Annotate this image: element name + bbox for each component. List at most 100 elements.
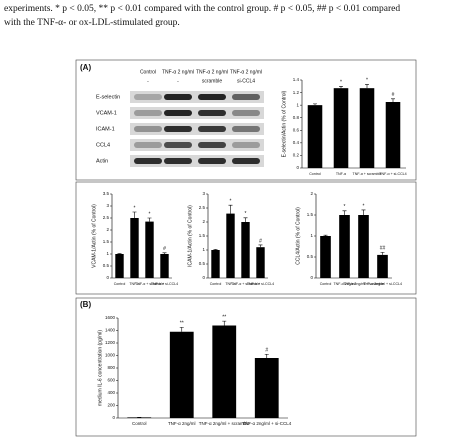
significance-mark: * bbox=[230, 199, 232, 205]
significance-mark: ** bbox=[180, 321, 184, 327]
y-axis-label: E-selectin/Actin (% of Control) bbox=[281, 90, 287, 157]
error-bar bbox=[179, 327, 184, 332]
blot-strip bbox=[130, 107, 264, 119]
blot-band bbox=[164, 158, 192, 164]
blot-row-label: CCL4 bbox=[96, 142, 110, 148]
blot-band bbox=[198, 126, 226, 132]
significance-mark: * bbox=[363, 203, 365, 209]
blot-strip bbox=[130, 155, 264, 167]
blot-band bbox=[164, 126, 192, 132]
y-tick-label: 3.5 bbox=[103, 191, 110, 196]
error-bar bbox=[222, 320, 227, 326]
blot-band bbox=[232, 110, 260, 116]
x-tick-label: TNF-α 2ng/ml + scramble bbox=[343, 282, 384, 286]
panel-frame bbox=[75, 297, 417, 437]
error-bar bbox=[361, 209, 366, 215]
caption-line: with the TNF-α- or ox-LDL-stimulated gro… bbox=[4, 18, 180, 28]
significance-mark: * bbox=[340, 80, 342, 86]
blot-row-label: VCAM-1 bbox=[96, 110, 117, 116]
bar bbox=[358, 215, 369, 278]
significance-mark: # bbox=[392, 92, 395, 98]
bar bbox=[320, 236, 331, 278]
significance-mark: * bbox=[344, 204, 346, 210]
significance-mark: # bbox=[265, 348, 268, 354]
y-tick-label: 1 bbox=[106, 251, 109, 256]
y-tick-label: 0 bbox=[202, 275, 205, 280]
y-tick-label: 1.5 bbox=[199, 233, 206, 238]
y-axis-label: CCL4/Actin (% of Control) bbox=[295, 207, 301, 265]
y-tick-label: 3 bbox=[106, 203, 109, 208]
x-tick-label: TNF-α 2ng/ml bbox=[333, 282, 355, 286]
blot-band bbox=[232, 142, 260, 148]
y-tick-label: 0.5 bbox=[103, 263, 110, 268]
y-tick-label: 0.5 bbox=[307, 254, 314, 259]
error-bar bbox=[339, 85, 343, 89]
bar bbox=[211, 250, 220, 278]
error-bar bbox=[213, 249, 218, 250]
y-axis-label: VCAM-1/Actin (% of Control) bbox=[91, 204, 97, 268]
y-tick-label: 0 bbox=[112, 415, 115, 420]
y-tick-label: 2 bbox=[310, 191, 313, 196]
significance-mark: * bbox=[134, 205, 136, 211]
blot-column-header: Control bbox=[140, 69, 156, 75]
bar bbox=[254, 358, 279, 418]
bar bbox=[226, 213, 235, 278]
blot-band bbox=[198, 142, 226, 148]
x-tick-label: TNF-α 2ng/ml + scramble bbox=[199, 421, 250, 426]
y-tick-label: 2 bbox=[106, 227, 109, 232]
blot-column-header: scramble bbox=[202, 78, 223, 84]
y-tick-label: 1 bbox=[296, 102, 299, 107]
blot-strip bbox=[130, 123, 264, 135]
blot-band bbox=[134, 110, 162, 116]
y-tick-label: 1.2 bbox=[293, 90, 300, 95]
y-tick-label: 0.4 bbox=[293, 140, 300, 145]
error-bar bbox=[342, 210, 347, 215]
blot-column-header: - bbox=[177, 78, 179, 84]
bar bbox=[212, 325, 237, 418]
blot-column-header: - bbox=[147, 78, 149, 84]
y-tick-label: 1.5 bbox=[307, 212, 314, 217]
error-bar bbox=[228, 204, 233, 214]
blot-band bbox=[198, 94, 226, 100]
panel-label: (B) bbox=[80, 300, 91, 309]
error-bar bbox=[391, 98, 395, 102]
error-bar bbox=[365, 84, 369, 89]
blot-band bbox=[134, 158, 162, 164]
y-tick-label: 2 bbox=[202, 219, 205, 224]
blot-column-header: TNF-α 2 ng/ml bbox=[230, 69, 262, 75]
blot-band bbox=[164, 110, 192, 116]
x-tick-label: Control bbox=[132, 421, 147, 426]
y-axis-label: ICAM-1/Actin (% of Control) bbox=[187, 205, 193, 267]
blot-band bbox=[134, 126, 162, 132]
blot-column-header: TNF-α 2 ng/ml bbox=[196, 69, 228, 75]
error-bar bbox=[264, 353, 269, 358]
x-tick-label: TNF-α 2ng/ml bbox=[168, 421, 196, 426]
bar bbox=[333, 88, 349, 168]
y-tick-label: 2.5 bbox=[199, 205, 206, 210]
x-tick-label: TNF-α + scramble bbox=[231, 282, 260, 286]
error-bar bbox=[380, 252, 385, 255]
x-tick-label: Control bbox=[114, 282, 126, 286]
blot-row-label: E-selectin bbox=[96, 94, 120, 100]
y-tick-label: 3 bbox=[202, 191, 205, 196]
blot-band bbox=[198, 158, 226, 164]
bar bbox=[307, 105, 323, 168]
caption-line: experiments. * p < 0.05, ** p < 0.01 com… bbox=[4, 4, 400, 14]
y-tick-label: 0 bbox=[310, 275, 313, 280]
x-tick-label: TNF-α 2ng/ml + si-CCL4 bbox=[363, 282, 402, 286]
y-tick-label: 1 bbox=[202, 247, 205, 252]
panel-label: (A) bbox=[80, 63, 91, 72]
bar bbox=[130, 218, 139, 278]
bar bbox=[339, 215, 350, 278]
blot-band bbox=[232, 126, 260, 132]
y-tick-label: 0 bbox=[106, 275, 109, 280]
y-tick-label: 1.5 bbox=[103, 239, 110, 244]
blot-strip bbox=[130, 91, 264, 103]
y-tick-label: 0 bbox=[296, 165, 299, 170]
blot-row-label: Actin bbox=[96, 158, 108, 164]
y-tick-label: 600 bbox=[107, 378, 115, 383]
y-tick-label: 1200 bbox=[105, 340, 116, 345]
blot-band bbox=[134, 142, 162, 148]
bar bbox=[160, 254, 169, 278]
